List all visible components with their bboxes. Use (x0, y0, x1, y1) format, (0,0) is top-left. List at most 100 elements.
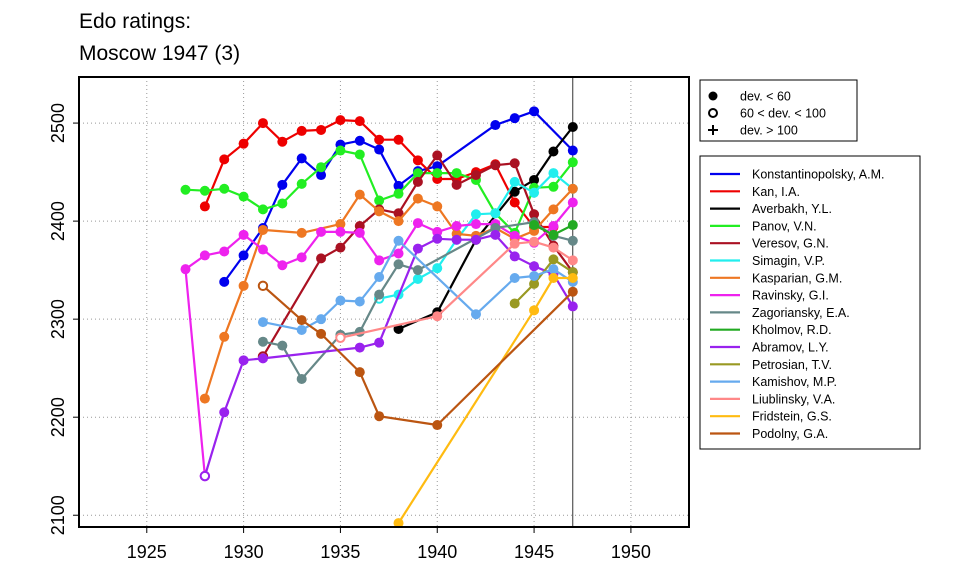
data-point (296, 252, 307, 263)
data-point (432, 168, 443, 179)
data-point (219, 246, 230, 257)
data-point (432, 201, 443, 212)
x-tick-label: 1950 (611, 542, 651, 562)
data-point (335, 295, 346, 306)
legend-label: Abramov, L.Y. (752, 341, 829, 355)
series-line (513, 258, 574, 305)
data-point (548, 229, 559, 240)
marker-legend-label: dev. < 60 (740, 90, 791, 104)
data-point (432, 233, 443, 244)
series-4 (257, 150, 578, 362)
data-point (490, 120, 501, 131)
data-point (296, 178, 307, 189)
data-point (567, 197, 578, 208)
data-point (451, 221, 462, 232)
data-point (354, 189, 365, 200)
series-layer (180, 106, 578, 529)
data-point (490, 160, 501, 171)
data-point (238, 138, 249, 149)
data-point (257, 353, 268, 364)
data-point (393, 216, 404, 227)
open-circle-icon (708, 108, 718, 118)
data-point (257, 244, 268, 255)
series-line (184, 201, 574, 477)
data-point (509, 298, 520, 309)
series-9 (529, 220, 578, 240)
series-legend: Konstantinopolsky, A.M. Kan, I.A. Averbakh… (699, 155, 921, 450)
data-point (238, 280, 249, 291)
grid-layer (79, 77, 689, 527)
data-point (316, 162, 327, 173)
data-point-open (199, 470, 211, 482)
y-tick-label: 2300 (48, 299, 68, 339)
data-point (432, 150, 443, 161)
data-point (509, 158, 520, 169)
data-point (219, 407, 230, 418)
data-point (354, 135, 365, 146)
data-point (199, 250, 210, 261)
data-point (296, 373, 307, 384)
data-point (529, 278, 540, 289)
data-point (567, 272, 578, 283)
data-point (316, 124, 327, 135)
series-11 (509, 254, 578, 309)
data-point (451, 168, 462, 179)
data-point (529, 236, 540, 247)
y-tick-label: 2500 (48, 103, 68, 143)
series-15 (257, 280, 578, 431)
y-tick-label: 2200 (48, 397, 68, 437)
data-point (296, 315, 307, 326)
chart-title-line-2: Moscow 1947 (3) (79, 42, 241, 65)
data-point (180, 184, 191, 195)
data-point (412, 193, 423, 204)
series-14 (393, 272, 578, 529)
data-point (567, 220, 578, 231)
data-point (529, 220, 540, 231)
data-point (374, 272, 385, 282)
legend-label: Veresov, G.N. (752, 237, 829, 251)
data-point (509, 251, 520, 262)
data-point (412, 155, 423, 166)
data-point (567, 145, 578, 156)
data-point (316, 253, 327, 264)
data-point (509, 272, 520, 283)
legend-label: Liublinsky, V.A. (752, 392, 835, 406)
data-point (199, 393, 210, 404)
data-point (296, 125, 307, 136)
data-point (335, 226, 346, 237)
legend-label: Panov, V.N. (752, 219, 817, 233)
x-tick-label: 1935 (320, 542, 360, 562)
data-point (374, 206, 385, 217)
data-point (432, 161, 443, 172)
data-point (199, 185, 210, 196)
data-point (354, 227, 365, 238)
plot-frame (78, 76, 690, 528)
series-7 (180, 197, 578, 482)
series-line (262, 284, 574, 427)
data-point (354, 116, 365, 127)
data-point (257, 317, 268, 328)
data-point (509, 230, 520, 241)
data-point (509, 113, 520, 124)
data-point-open (335, 332, 346, 343)
data-point (490, 208, 501, 219)
data-point (509, 186, 520, 197)
data-point (412, 273, 423, 284)
x-tick-label: 1945 (514, 542, 554, 562)
data-point (374, 134, 385, 145)
marker-legend-label: 60 < dev. < 100 (740, 107, 826, 121)
data-point (529, 187, 540, 198)
data-point (490, 229, 501, 240)
data-point (257, 204, 268, 215)
data-point (567, 157, 578, 168)
series-10 (199, 229, 578, 482)
data-point (393, 134, 404, 145)
data-point (335, 145, 346, 156)
data-point-open (257, 280, 269, 292)
data-point (567, 286, 578, 297)
data-point (219, 183, 230, 194)
data-point (470, 234, 481, 245)
data-point (277, 136, 288, 147)
axis-layer: 1925 1930 1935 1940 1945 1950 2100 2200 2300 2400… (48, 76, 690, 562)
